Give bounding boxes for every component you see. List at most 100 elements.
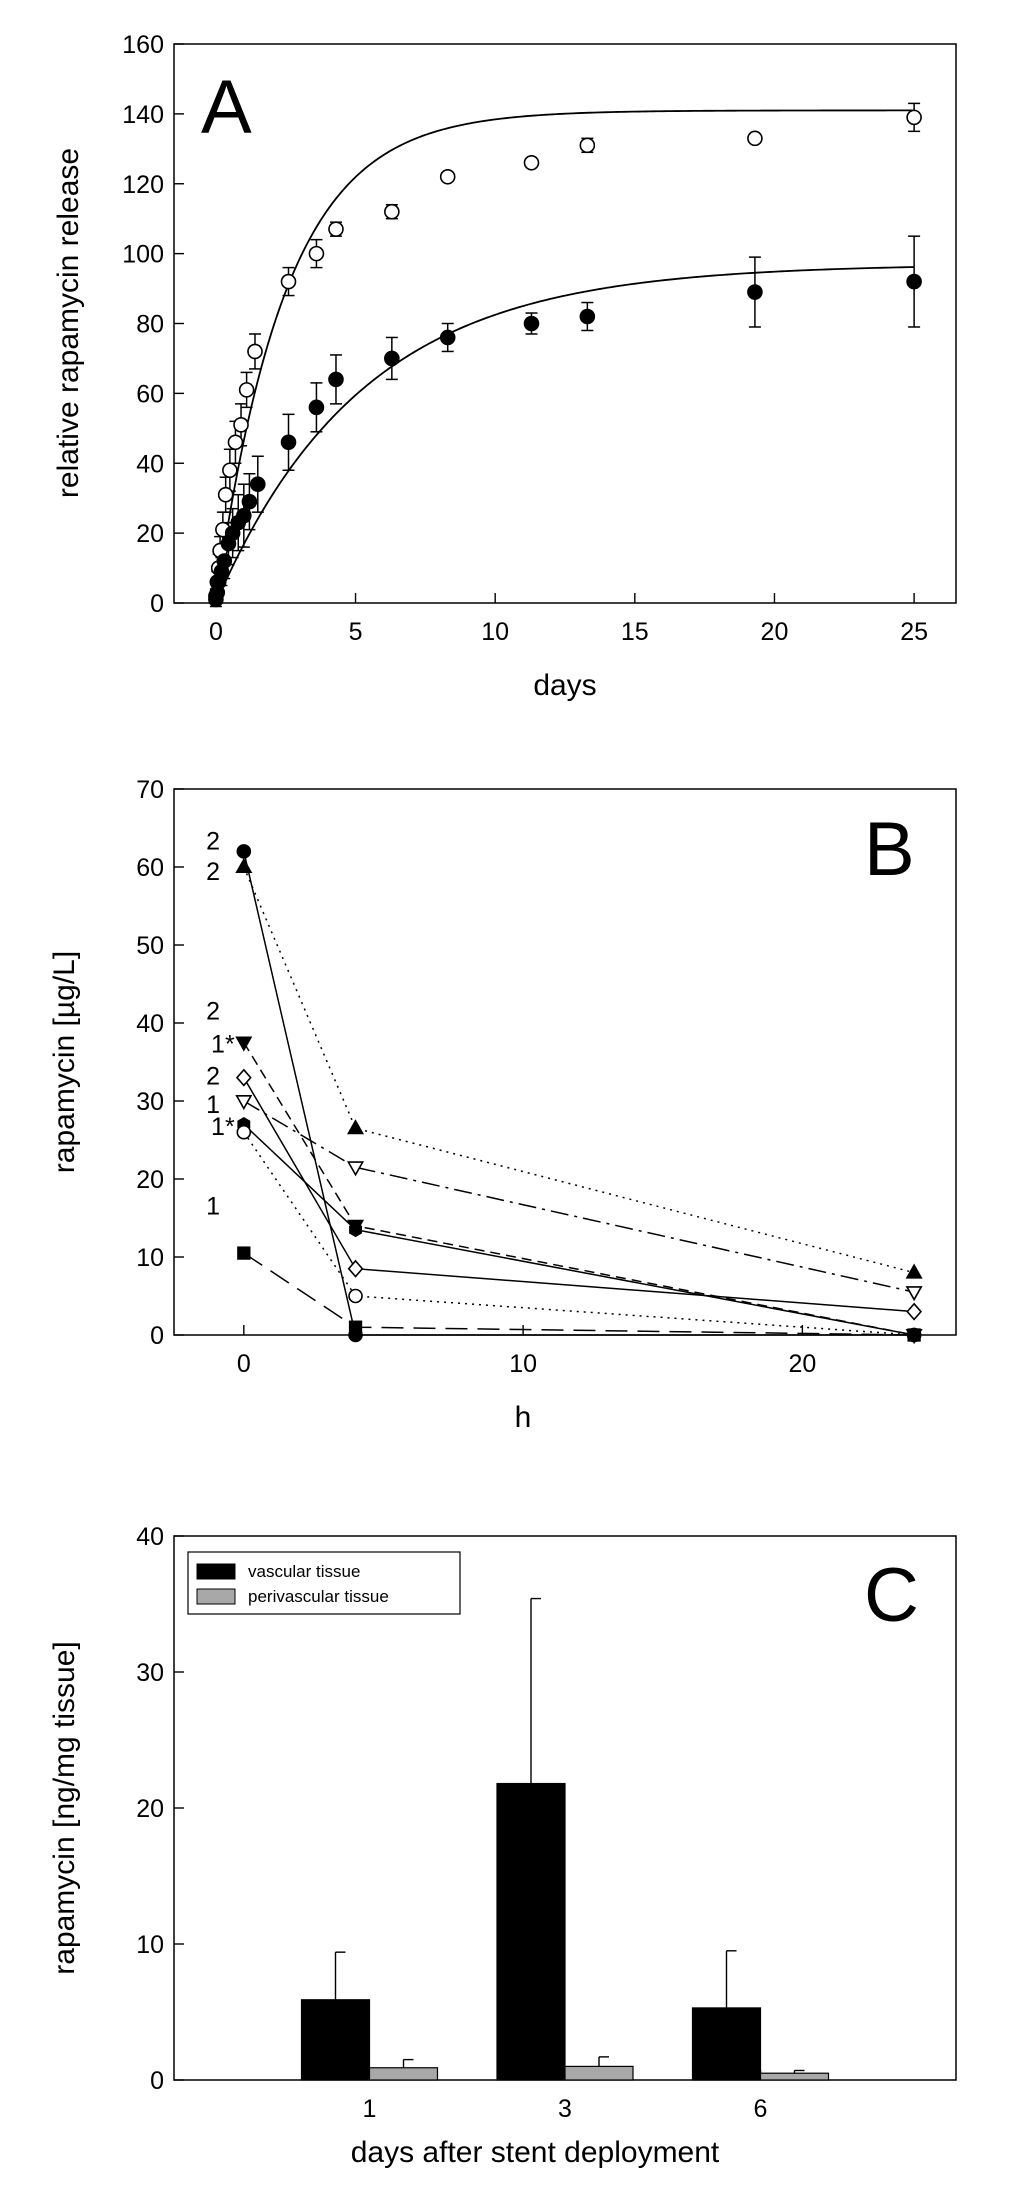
legend-label-vascular: vascular tissue [248,1562,360,1581]
legend-c: vascular tissue perivascular tissue [187,1551,461,1615]
y-tick-label-a: 160 [122,31,164,59]
y-tick-label-b: 70 [136,776,164,804]
bar-perivascular [564,2065,634,2081]
data-point-a-1 [328,371,344,388]
x-tick-label-a: 20 [761,618,789,646]
y-tick-label-c: 10 [136,1931,164,1959]
group-annotation-b: 2 [206,827,220,855]
data-point-a-0 [384,203,400,220]
x-tick-label-a: 15 [621,618,649,646]
y-tick-label-c: 0 [150,2067,164,2095]
legend-swatch-perivascular [196,1588,236,1605]
fit-curve-a-1 [215,266,915,604]
data-point-b-0 [236,844,252,859]
y-tick-label-a: 120 [122,171,164,199]
data-point-b-5 [349,1222,362,1238]
y-tick-label-b: 20 [136,1166,164,1194]
data-point-a-0 [217,486,234,503]
bar-vascular [691,2007,762,2081]
y-tick-label-a: 0 [150,590,164,618]
group-annotation-b: 2 [206,1062,220,1090]
x-tick-label-a: 5 [349,618,363,646]
panel-label-a: A [201,65,252,150]
x-tick-label-c: 6 [754,2095,768,2123]
data-point-a-0 [906,109,922,126]
series-line-b-1 [243,866,915,1274]
y-tick-label-b: 50 [136,932,164,960]
bar-perivascular [759,2072,830,2081]
series-line-b-4 [243,1100,915,1293]
plot-frame-a [173,43,957,604]
y-tick-label-b: 60 [136,854,164,882]
data-point-b-1 [235,857,253,874]
x-axis-label-c: days after stent deployment [351,2136,720,2169]
data-point-b-3 [906,1302,922,1321]
data-point-b-7 [348,1320,363,1334]
x-tick-label-c: 1 [363,2095,377,2123]
y-tick-label-b: 0 [150,1322,164,1350]
group-annotation-b: 1* [211,1113,235,1141]
data-point-a-1 [384,350,400,367]
data-point-a-1 [249,476,266,493]
y-axis-label-a: relative rapamycin release [52,148,85,498]
legend-label-perivascular: perivascular tissue [248,1587,389,1606]
data-point-a-0 [222,462,238,479]
y-tick-label-a: 20 [136,520,164,548]
x-tick-label-a: 25 [900,618,928,646]
data-point-b-7 [907,1328,921,1342]
bar-vascular [496,1782,566,2081]
data-point-b-4 [347,1161,365,1177]
data-point-a-1 [439,329,456,346]
y-tick-label-b: 10 [136,1244,164,1272]
panel-c: 0 10 20 30 40 1 3 6 vascular tissue perivascul… [48,1523,957,2169]
group-annotation-b: 2 [206,998,220,1026]
y-tick-label-a: 60 [136,380,164,408]
y-tick-label-c: 20 [136,1795,164,1823]
data-point-a-1 [523,315,540,332]
series-line-b-3 [243,1077,915,1313]
x-axis-label-a: days [533,669,596,702]
series-line-b-0 [243,851,915,1336]
data-point-a-0 [523,154,540,171]
data-point-b-1 [905,1263,923,1279]
data-point-b-3 [235,1068,252,1087]
data-point-b-6 [348,1288,363,1304]
y-axis-label-b: rapamycin [µg/L] [48,951,81,1173]
data-point-a-1 [280,434,297,451]
y-tick-label-a: 140 [122,101,164,129]
x-tick-label-b: 20 [788,1350,816,1378]
data-point-a-1 [747,284,763,300]
data-point-a-1 [241,493,258,510]
y-axis-label-c: rapamycin [ng/mg tissue] [48,1641,81,1974]
data-point-b-4 [905,1286,923,1302]
data-point-a-1 [236,507,252,524]
data-point-b-2 [235,1036,253,1052]
data-point-a-1 [906,273,922,290]
data-point-a-0 [247,343,263,360]
data-point-b-4 [235,1095,253,1111]
data-point-a-0 [280,273,297,290]
panel-label-c: C [864,1553,919,1638]
y-tick-label-b: 30 [136,1088,164,1116]
plot-frame-b [173,788,957,1336]
data-point-b-3 [347,1259,364,1278]
data-point-b-6 [236,1124,252,1140]
series-line-b-2 [243,1042,915,1336]
y-tick-label-a: 100 [122,241,164,269]
data-point-b-7 [237,1246,251,1260]
bar-perivascular [368,2067,439,2081]
y-tick-label-b: 40 [136,1010,164,1038]
data-point-a-0 [308,245,325,262]
x-axis-label-b: h [515,1401,532,1434]
data-point-a-0 [579,137,596,154]
group-annotation-b: 1 [206,1091,220,1119]
data-point-b-1 [347,1119,365,1135]
data-point-a-0 [233,417,249,433]
bar-vascular [300,1999,371,2081]
data-point-a-0 [227,434,244,451]
x-tick-label-a: 0 [209,618,223,646]
series-line-b-7 [243,1252,915,1336]
fit-curve-a-0 [214,109,915,604]
